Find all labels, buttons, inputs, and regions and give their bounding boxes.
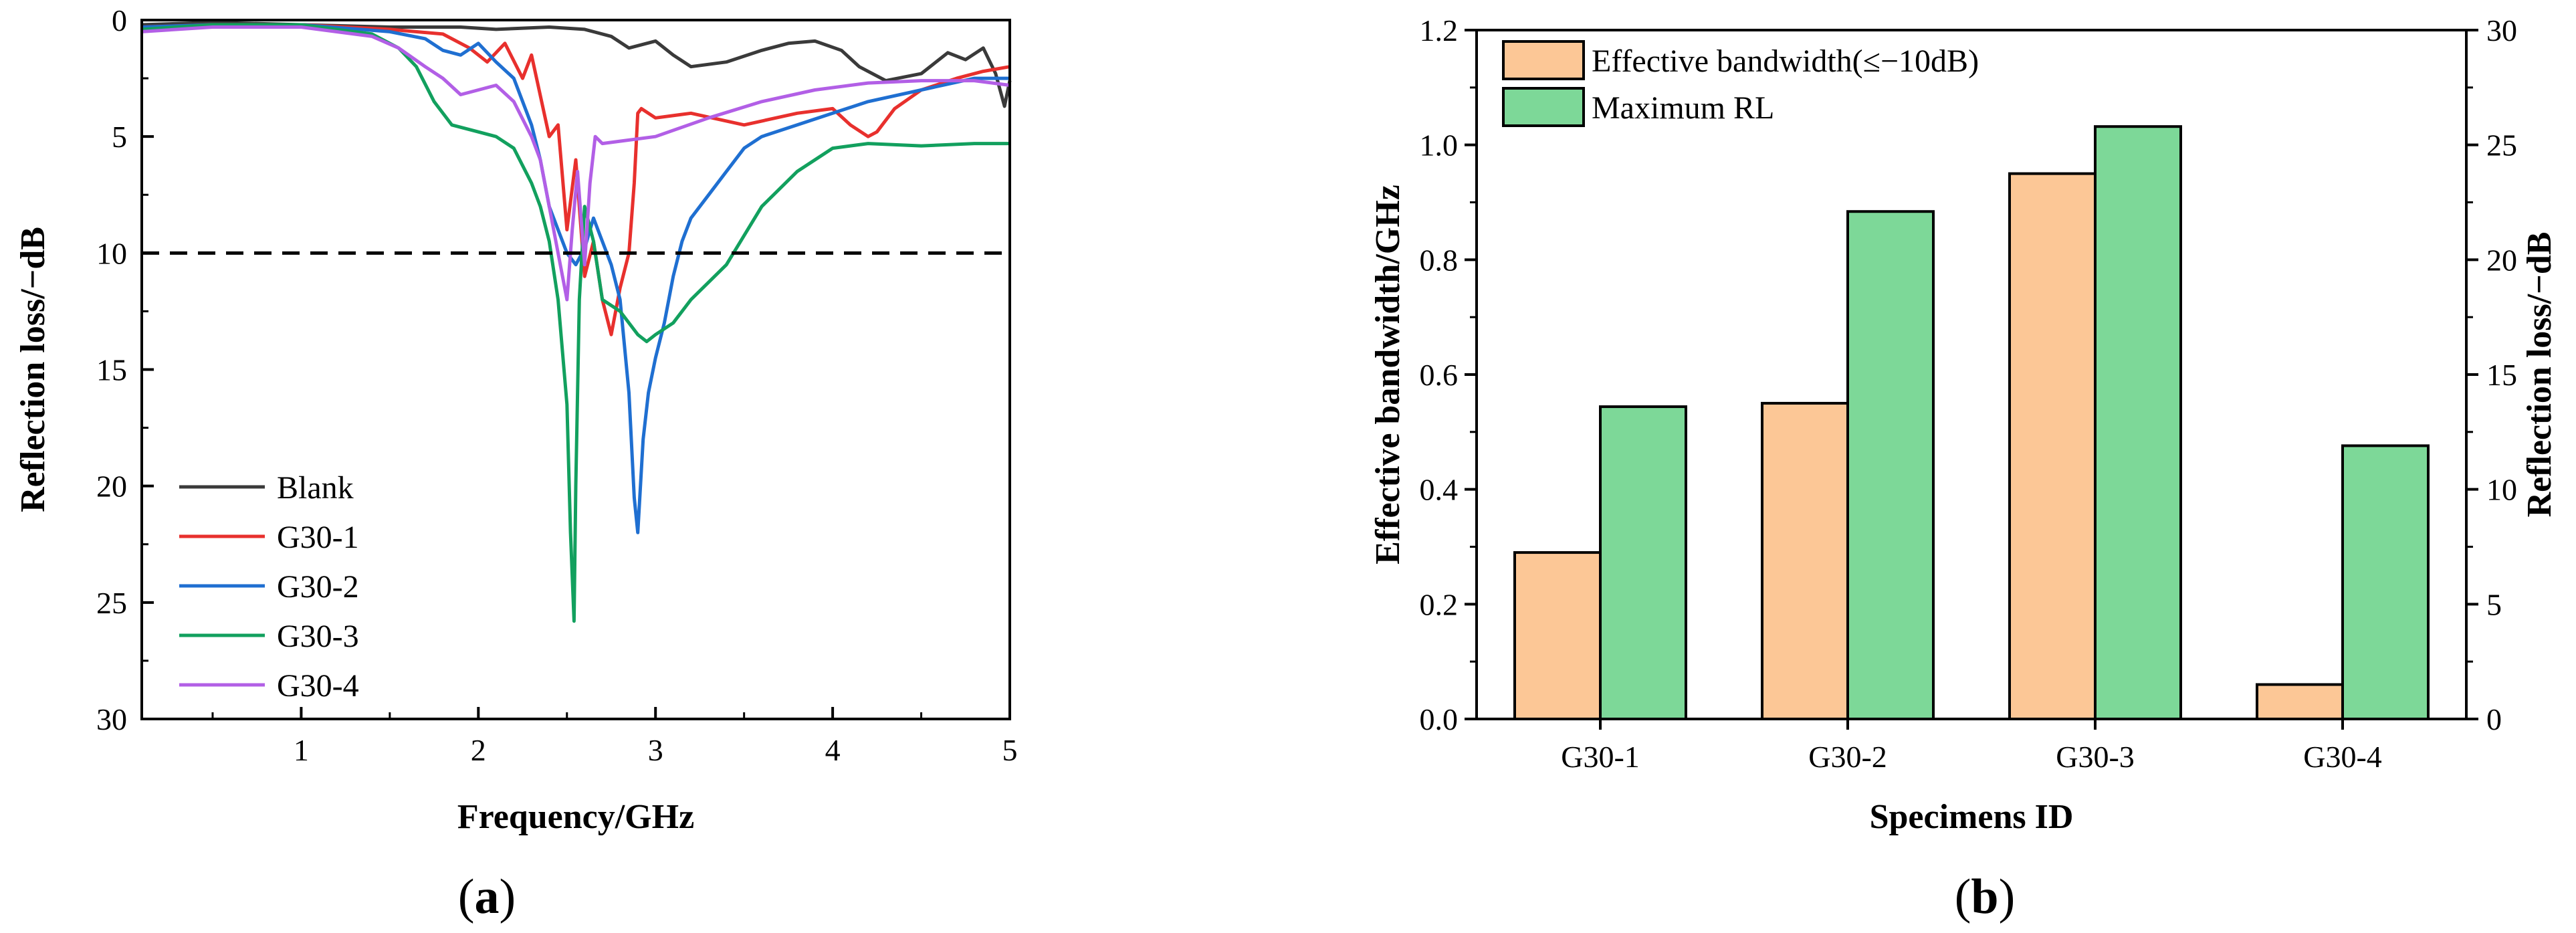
panel-a-series-group (141, 21, 1012, 623)
panel-b-legend: Effective bandwidth(≤−10dB) Maximum RL (1502, 40, 1979, 127)
legend-swatch-max-rl (1502, 87, 1585, 127)
series-line-g30-1 (141, 23, 1010, 336)
x-tick-label: 1 (294, 733, 309, 767)
y-tick-label: 5 (112, 120, 127, 154)
legend-label-g30-3: G30-3 (277, 619, 359, 654)
bar-bandwidth-g30-1 (1513, 551, 1602, 720)
y-tick-label: 15 (96, 353, 127, 387)
x-tick-label: G30-1 (1561, 740, 1640, 774)
y-tick-label: 0.0 (1420, 702, 1459, 736)
panel-a-line-chart: 1 2 3 4 5 0 5 10 15 20 25 30 Blank G30-1 G30-2 G30-3 G3… (14, 3, 1018, 924)
x-tick-label: G30-4 (2303, 740, 2382, 774)
panel-a-label-open: ( (458, 869, 475, 924)
y2-tick-label: 20 (2486, 243, 2517, 277)
y2-tick-label: 10 (2486, 473, 2517, 507)
y-tick-label: 1.2 (1420, 13, 1459, 47)
y2-tick-label: 30 (2486, 13, 2517, 47)
y-tick-label: 1.0 (1420, 128, 1459, 163)
x-tick-label: 3 (648, 733, 663, 767)
panel-b-label-open: ( (1955, 869, 1971, 924)
bar-bandwidth-g30-2 (1761, 401, 1849, 721)
y2-tick-label: 15 (2486, 358, 2517, 392)
y-tick-label: 0.2 (1420, 587, 1459, 621)
panel-b-y-axis-title: Effective bandwidth/GHz (1369, 185, 1407, 564)
x-tick-label: G30-3 (2056, 740, 2135, 774)
y2-tick-label: 5 (2486, 587, 2502, 621)
series-line-g30-2 (141, 23, 1010, 534)
panel-a-label-close: ) (500, 869, 516, 924)
panel-b-ticks-group: G30-1 G30-2 G30-3 G30-4 0.0 0.2 0.4 0.6 0.8 1.0 1.… (1420, 13, 2518, 774)
bar-bandwidth-g30-4 (2256, 683, 2344, 720)
panel-a-label-letter: a (475, 869, 500, 924)
y-tick-label: 0.8 (1420, 243, 1459, 277)
panel-a-ticks-group: 1 2 3 4 5 0 5 10 15 20 25 30 (96, 3, 1018, 767)
y-tick-label: 20 (96, 470, 127, 504)
bar-max-rl-g30-3 (2094, 125, 2182, 720)
legend-label-g30-1: G30-1 (277, 520, 359, 555)
panel-a-label: (a) (458, 869, 516, 924)
panel-a-legend: Blank G30-1 G30-2 G30-3 G30-4 (179, 470, 359, 704)
legend-swatch-bandwidth (1502, 40, 1585, 80)
legend-label-bandwidth: Effective bandwidth(≤−10dB) (1592, 43, 1979, 79)
panel-b-label-letter: b (1971, 869, 1998, 924)
y-tick-label: 0.6 (1420, 358, 1459, 392)
y-tick-label: 25 (96, 586, 127, 620)
series-line-g30-4 (141, 25, 1010, 302)
x-tick-label: G30-2 (1808, 740, 1887, 774)
x-tick-label: 4 (825, 733, 841, 767)
y-tick-label: 10 (96, 236, 127, 270)
bar-max-rl-g30-4 (2341, 444, 2430, 721)
panel-b-bars-group (1513, 125, 2430, 721)
panel-b-y2-axis-title: Reflection loss/−dB (2520, 232, 2559, 518)
bar-max-rl-g30-2 (1846, 210, 1935, 720)
series-line-g30-3 (141, 23, 1010, 623)
panel-a-y-axis-title: Reflection loss/−dB (14, 227, 52, 512)
legend-label-g30-2: G30-2 (277, 569, 359, 605)
bar-bandwidth-g30-3 (2008, 172, 2097, 721)
legend-label-blank: Blank (277, 470, 354, 506)
legend-label-max-rl: Maximum RL (1592, 90, 1774, 126)
legend-label-g30-4: G30-4 (277, 668, 359, 704)
panel-b-bar-chart: G30-1 G30-2 G30-3 G30-4 0.0 0.2 0.4 0.6 0.8 1.0 1.… (1369, 13, 2559, 924)
panel-b-label: (b) (1955, 869, 2015, 924)
y-tick-label: 0.4 (1420, 473, 1459, 507)
x-tick-label: 5 (1002, 733, 1018, 767)
y2-tick-label: 25 (2486, 128, 2517, 163)
y-tick-label: 0 (112, 3, 127, 37)
y-tick-label: 30 (96, 702, 127, 736)
panel-a-x-axis-title: Frequency/GHz (457, 798, 694, 836)
x-tick-label: 2 (471, 733, 486, 767)
panel-b-label-close: ) (1999, 869, 2016, 924)
panel-b-x-axis-title: Specimens ID (1870, 798, 2074, 836)
bar-max-rl-g30-1 (1599, 405, 1687, 720)
y2-tick-label: 0 (2486, 702, 2502, 736)
series-line-blank (141, 21, 1012, 108)
